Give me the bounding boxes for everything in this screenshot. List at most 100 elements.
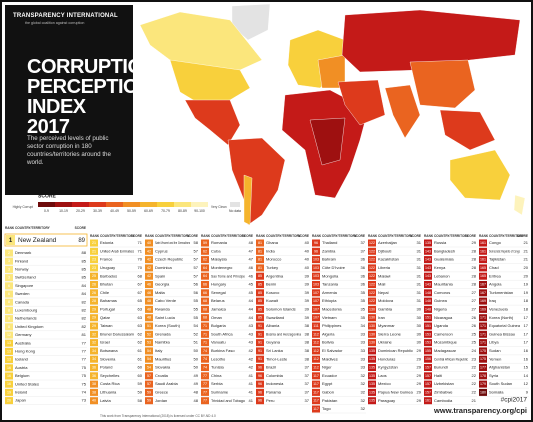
rank: 91 [258,357,262,361]
score: 36 [361,282,366,287]
score: 30 [417,331,422,336]
country: Uzbekistan [434,381,454,386]
rank-box [368,256,376,264]
rank: 117 [313,390,319,394]
rank-box [312,305,320,313]
rank: 81 [258,249,262,253]
country: Finland [15,258,28,263]
rank: 2 [8,251,10,255]
country: China [211,373,222,378]
rank: 96 [258,390,262,394]
score: 43 [249,323,254,328]
rank: 122 [369,249,375,253]
country: Rwanda [155,306,170,311]
country: Latvia [100,398,111,403]
rank-box [201,239,209,247]
score: 29 [417,348,422,353]
rank-box [145,256,153,264]
score: 40 [305,248,310,253]
country: Cyprus [155,248,168,253]
country: Seychelles [100,373,119,378]
column-header: COUNTRY/TERRITORY [489,234,525,238]
score: 38 [305,348,310,353]
score: 47 [249,248,254,253]
country: Singapore [15,283,34,288]
rank: 46 [147,291,151,295]
score: 19 [524,282,529,287]
rank-box [90,322,98,330]
rank: 3 [8,276,10,280]
rank-box [201,388,209,396]
column-header: SCORE [131,234,142,238]
rank-box [312,256,320,264]
score: 31 [417,257,422,262]
country: Indonesia [266,381,284,386]
country: Argentina [266,273,284,278]
country: Bosnia and Herzegovina [266,331,302,336]
rank: 34 [92,349,96,353]
rank: 161 [480,249,486,253]
country: Bulgaria [211,323,226,328]
rank: 122 [369,266,375,270]
country: Democratic Republic of Congo [489,248,520,253]
score: 45 [249,290,254,295]
rank-box [312,289,320,297]
country: Japan [15,398,26,403]
column-header: COUNTRY/TERRITORY [322,234,358,238]
score: 32 [361,406,366,411]
rank: 13 [7,358,11,362]
country: Ukraine [378,340,393,345]
rank-box [256,297,264,305]
score: 88 [82,250,87,255]
score: 21 [524,248,529,253]
legend-no-data [230,202,240,207]
rank-box [145,322,153,330]
score: 31 [417,298,422,303]
score: 48 [194,389,199,394]
country: Greece [155,389,169,394]
rank: 112 [313,332,319,336]
rank: 16 [7,382,11,386]
rank: 48 [147,299,151,303]
column-header: COUNTRY/TERRITORY [434,234,470,238]
country: Saint Lucia [155,315,176,320]
rank: 135 [369,399,375,403]
rank-box [90,305,98,313]
score: 71 [138,240,143,245]
country: Dominica [155,265,172,270]
rank-box [5,282,13,290]
score: 37 [361,248,366,253]
rank-box [90,314,98,322]
rank-box [479,297,487,305]
rank-box [5,290,13,298]
rank-box [201,264,209,272]
rank: 155 [425,349,431,353]
country: Poland [100,365,112,370]
country: Moldova [378,298,394,303]
country: Romania [211,240,228,245]
rank: 21 [92,241,96,245]
rank: 135 [369,390,375,394]
rank: 68 [203,307,207,311]
rank-box [424,281,432,288]
country: Swaziland [266,315,284,320]
score: 15 [524,365,529,370]
rank: 54 [147,349,151,353]
rank-box [145,372,153,380]
country: Guatemala [434,257,454,262]
country: Guinea Bissau [489,331,515,336]
rank-box [479,364,487,371]
rank-box [256,388,264,396]
rank: 62 [203,258,207,262]
rank-box [312,405,320,413]
rank-box [5,364,13,372]
score: 31 [417,273,422,278]
rank-box [479,372,487,380]
score: 18 [524,298,529,303]
rank: 117 [313,374,319,378]
rank: 48 [147,316,151,320]
score: 39 [305,315,310,320]
rank-box [368,297,376,305]
score: 47 [249,257,254,262]
column-header: SCORE [410,234,421,238]
